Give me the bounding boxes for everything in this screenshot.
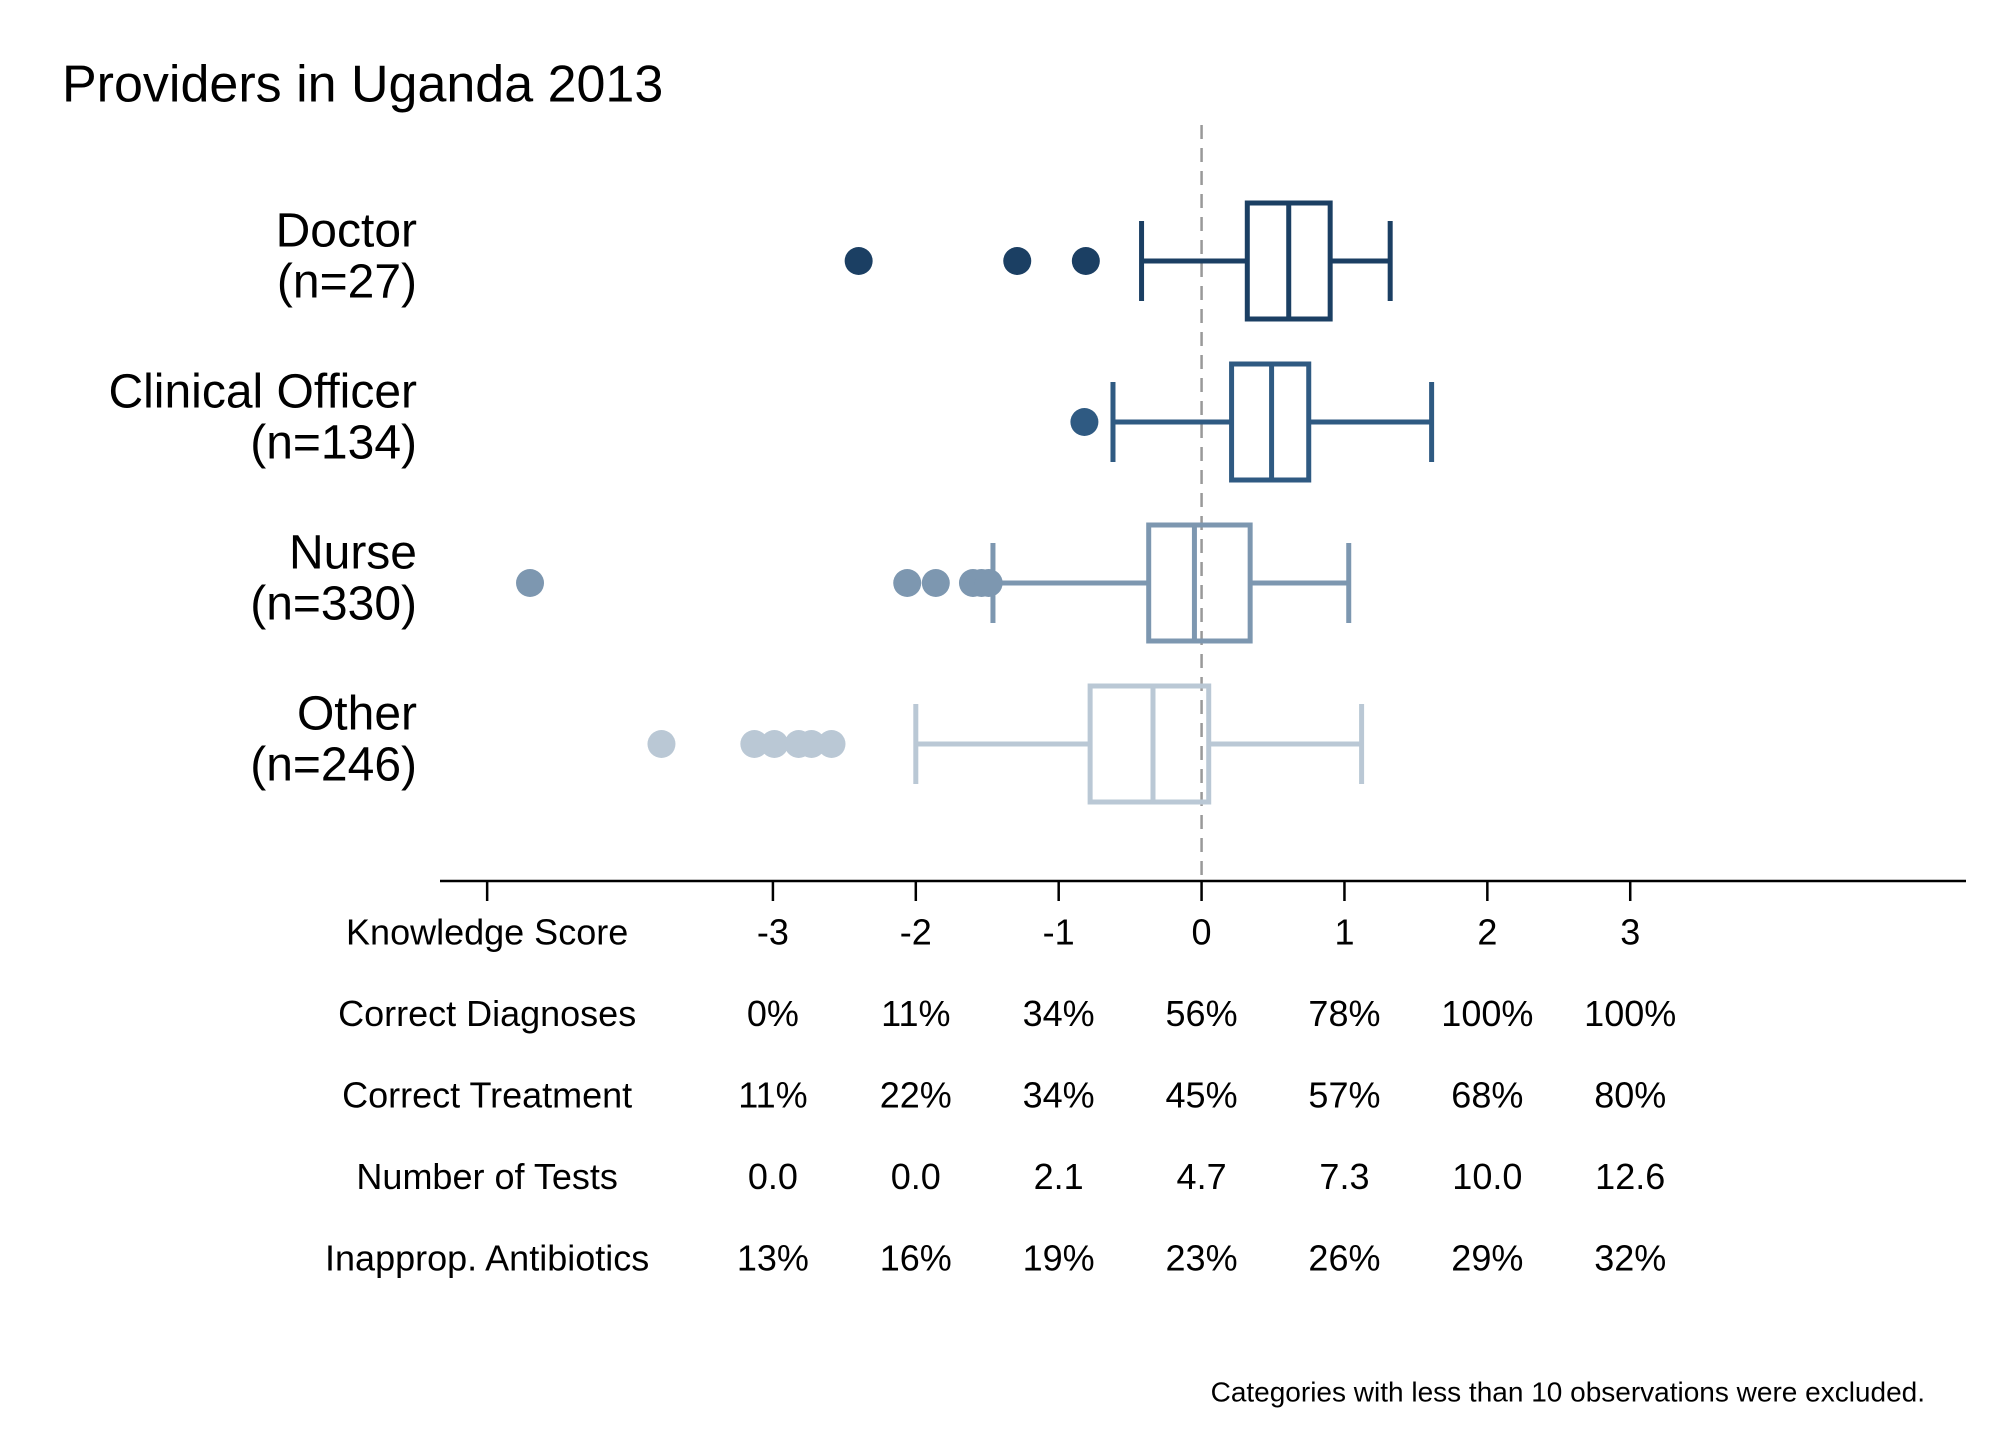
outlier	[1070, 408, 1099, 436]
x-tick-label: 2	[1477, 912, 1497, 953]
footnote: Categories with less than 10 observation…	[1211, 1376, 1925, 1407]
table-row-label: Inapprop. Antibiotics	[325, 1238, 649, 1279]
table-cell: 7.3	[1319, 1156, 1369, 1197]
category-count: (n=330)	[250, 578, 417, 631]
table-cell: 100%	[1584, 993, 1676, 1034]
category-label: Clinical Officer	[108, 366, 417, 419]
table-cell: 0.0	[748, 1156, 798, 1197]
category-count: (n=134)	[250, 417, 417, 470]
outlier	[893, 569, 922, 597]
outlier	[1003, 247, 1032, 275]
x-tick-label: Knowledge Score	[346, 912, 628, 953]
category-label: Doctor	[276, 205, 417, 258]
outlier	[974, 569, 1003, 597]
category-label: Nurse	[289, 527, 417, 580]
table-cell: 11%	[881, 993, 950, 1034]
box	[1087, 683, 1212, 805]
table-cell: 34%	[1023, 1075, 1095, 1116]
table-cell: 23%	[1166, 1238, 1238, 1279]
table-cell: 0.0	[891, 1156, 941, 1197]
category-label: Other	[297, 688, 417, 741]
outlier	[797, 730, 826, 758]
chart-title: Providers in Uganda 2013	[62, 56, 663, 114]
table-cell: 78%	[1308, 993, 1380, 1034]
table-cell: 0%	[747, 993, 799, 1034]
table-cell: 19%	[1023, 1238, 1095, 1279]
outlier	[1071, 247, 1100, 275]
table-cell: 11%	[738, 1075, 807, 1116]
table-cell: 12.6	[1595, 1156, 1665, 1197]
x-tick-label: 0	[1192, 912, 1212, 953]
table-cell: 57%	[1308, 1075, 1380, 1116]
table-row-label: Correct Diagnoses	[338, 993, 636, 1034]
table-cell: 56%	[1166, 993, 1238, 1034]
table-row-label: Number of Tests	[356, 1156, 617, 1197]
x-tick-label: -2	[900, 912, 932, 953]
category-count: (n=246)	[250, 739, 417, 792]
table-cell: 2.1	[1034, 1156, 1084, 1197]
x-tick-label: -1	[1043, 912, 1075, 953]
table-cell: 45%	[1166, 1075, 1238, 1116]
outlier	[516, 569, 545, 597]
table-row-label: Correct Treatment	[342, 1075, 632, 1116]
x-tick-label: 1	[1334, 912, 1354, 953]
table-cell: 80%	[1594, 1075, 1666, 1116]
table-cell: 34%	[1023, 993, 1095, 1034]
outlier	[647, 730, 676, 758]
outlier	[817, 730, 846, 758]
table-cell: 29%	[1451, 1238, 1523, 1279]
table-cell: 13%	[737, 1238, 809, 1279]
table-cell: 16%	[880, 1238, 952, 1279]
table-cell: 32%	[1594, 1238, 1666, 1279]
category-count: (n=27)	[277, 256, 417, 309]
table-cell: 68%	[1451, 1075, 1523, 1116]
outlier	[844, 247, 873, 275]
outlier	[760, 730, 789, 758]
table-cell: 22%	[880, 1075, 952, 1116]
x-tick-label: 3	[1620, 912, 1640, 953]
x-tick-label: -3	[757, 912, 789, 953]
box	[1146, 522, 1253, 644]
table-cell: 4.7	[1177, 1156, 1227, 1197]
table-cell: 100%	[1441, 993, 1533, 1034]
table-cell: 10.0	[1452, 1156, 1522, 1197]
outlier	[740, 730, 769, 758]
outlier	[921, 569, 950, 597]
table-cell: 26%	[1308, 1238, 1380, 1279]
